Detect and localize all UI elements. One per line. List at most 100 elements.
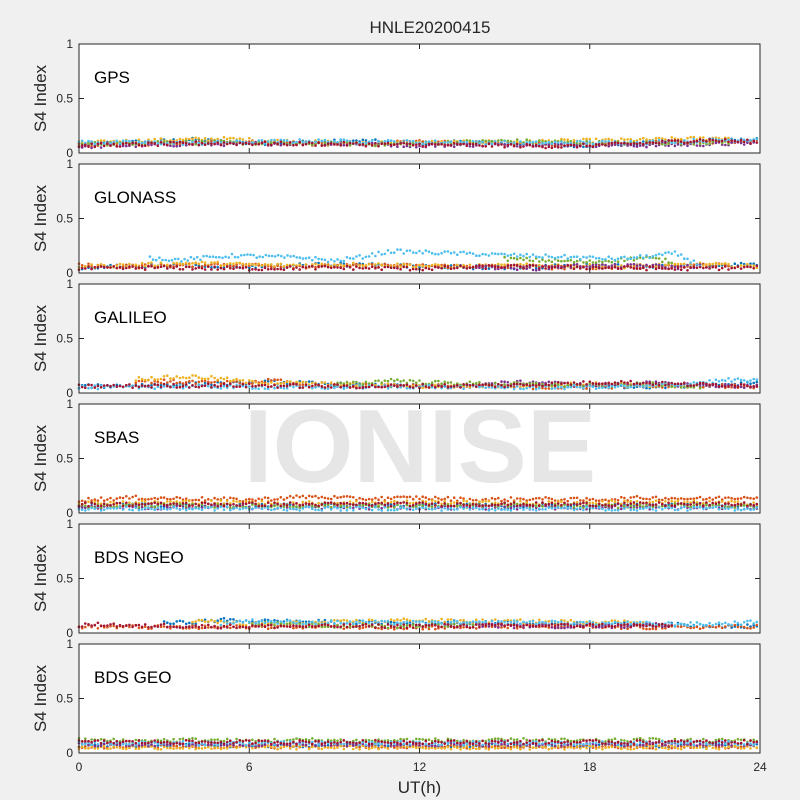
- data-point: [358, 384, 361, 387]
- data-point: [181, 138, 185, 142]
- data-point: [724, 265, 727, 268]
- data-point: [399, 384, 402, 387]
- data-point: [601, 500, 604, 503]
- data-point: [497, 265, 500, 269]
- data-point: [153, 505, 156, 509]
- data-point: [93, 500, 97, 504]
- data-point: [591, 265, 595, 269]
- data-point: [370, 141, 374, 145]
- data-point: [560, 142, 563, 146]
- data-point: [241, 379, 245, 382]
- data-point: [361, 264, 365, 268]
- data-point: [569, 259, 573, 262]
- data-point: [418, 379, 421, 382]
- data-point: [616, 382, 620, 386]
- data-point: [698, 138, 702, 141]
- data-point: [512, 382, 516, 386]
- data-point: [178, 142, 182, 146]
- data-point: [191, 265, 194, 269]
- data-point: [393, 384, 396, 387]
- data-point: [288, 380, 292, 383]
- data-point: [358, 254, 361, 257]
- data-point: [200, 379, 204, 383]
- data-point: [393, 143, 396, 146]
- data-point: [588, 380, 592, 384]
- data-point: [301, 140, 305, 144]
- data-point: [626, 142, 629, 146]
- data-point: [172, 261, 175, 265]
- data-point: [415, 143, 418, 146]
- data-point: [654, 141, 658, 145]
- data-point: [572, 143, 576, 147]
- data-point: [270, 385, 273, 388]
- data-point: [137, 379, 141, 383]
- data-point: [613, 381, 617, 384]
- data-point: [191, 262, 194, 265]
- data-point: [500, 138, 503, 142]
- data-point: [676, 382, 680, 386]
- data-point: [579, 144, 582, 147]
- data-point: [427, 267, 431, 271]
- data-point: [575, 265, 579, 269]
- data-point: [102, 384, 106, 387]
- data-point: [260, 138, 264, 142]
- data-point: [408, 140, 412, 143]
- data-point: [462, 383, 465, 386]
- data-point: [109, 384, 112, 388]
- data-point: [115, 139, 119, 143]
- data-point: [468, 266, 472, 269]
- data-point: [405, 383, 409, 387]
- data-point: [452, 263, 456, 267]
- data-point: [150, 141, 153, 145]
- data-point: [156, 142, 160, 145]
- data-point: [616, 141, 620, 145]
- data-point: [213, 261, 216, 264]
- data-point: [80, 266, 84, 270]
- data-point: [512, 263, 516, 267]
- data-point: [711, 262, 714, 266]
- data-point: [424, 144, 428, 148]
- data-point: [752, 385, 755, 388]
- data-point: [118, 262, 122, 266]
- data-point: [717, 495, 721, 499]
- data-point: [80, 146, 84, 149]
- data-point: [626, 257, 629, 261]
- data-point: [156, 378, 160, 381]
- data-point: [736, 385, 740, 389]
- data-point: [547, 255, 551, 258]
- data-point: [339, 266, 343, 270]
- data-point: [266, 143, 270, 147]
- data-point: [267, 254, 271, 258]
- data-point: [462, 263, 465, 267]
- data-point: [194, 385, 197, 389]
- data-point: [320, 262, 324, 266]
- data-point: [673, 265, 677, 269]
- data-point: [87, 265, 90, 268]
- data-point: [664, 263, 667, 267]
- data-point: [311, 258, 314, 262]
- data-point: [367, 255, 371, 258]
- data-point: [415, 145, 418, 149]
- data-point: [241, 262, 245, 266]
- data-point: [730, 383, 733, 387]
- data-point: [254, 263, 257, 267]
- data-point: [167, 259, 171, 263]
- data-point: [651, 496, 655, 499]
- data-point: [541, 140, 544, 143]
- data-point: [197, 498, 201, 502]
- data-point: [270, 143, 273, 147]
- data-point: [213, 496, 216, 500]
- data-point: [194, 140, 197, 144]
- data-point: [90, 140, 93, 143]
- data-point: [692, 137, 696, 141]
- data-point: [588, 144, 592, 147]
- data-point: [437, 253, 440, 256]
- data-point: [254, 384, 257, 388]
- data-point: [399, 268, 402, 271]
- data-point: [258, 255, 262, 258]
- data-point: [408, 263, 412, 266]
- data-point: [210, 137, 213, 140]
- data-point: [730, 496, 733, 500]
- data-point: [248, 379, 251, 382]
